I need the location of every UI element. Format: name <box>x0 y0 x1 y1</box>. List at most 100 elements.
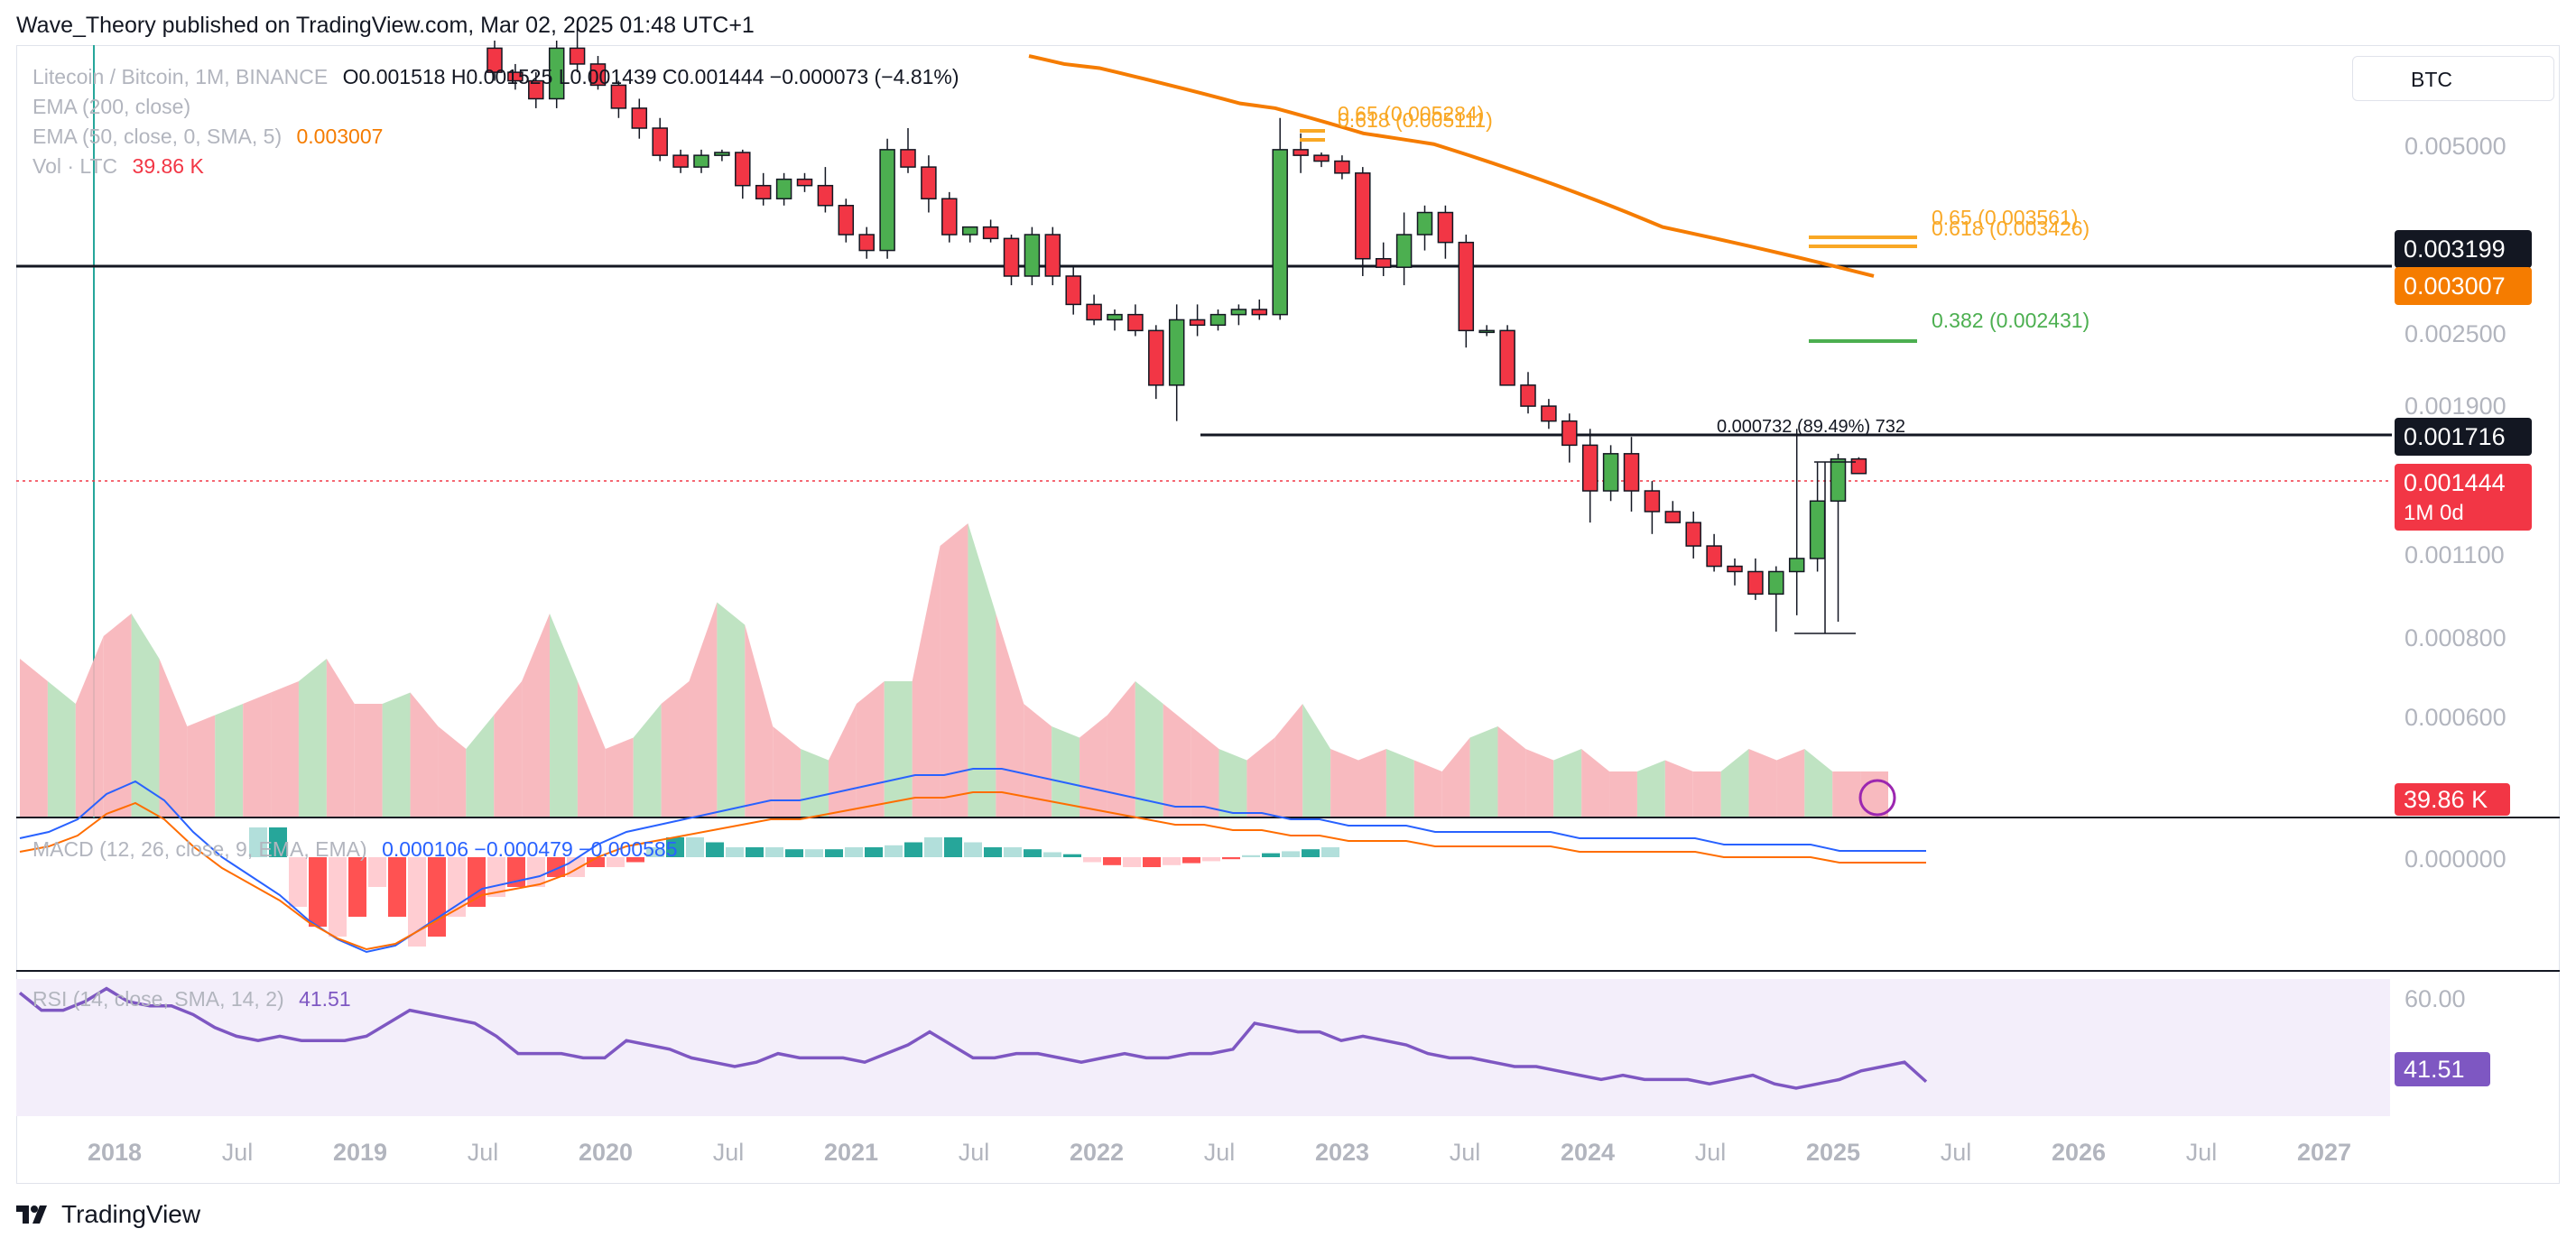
candle-body <box>1251 309 1268 316</box>
candle-body <box>1581 444 1598 492</box>
volume-area-segment <box>1330 749 1358 817</box>
volume-area-segment <box>1553 749 1582 817</box>
legend-ema200: EMA (200, close) <box>32 95 191 118</box>
price-tick: 0.000600 <box>2405 704 2507 731</box>
volume-area-segment <box>1385 749 1414 817</box>
candle-body <box>1313 154 1330 162</box>
macd-histogram-bar <box>904 842 922 857</box>
legend-ema50-value: 0.003007 <box>296 125 384 148</box>
fib-label-0382: 0.382 (0.002431) <box>1932 309 2090 332</box>
price-tick: 0.002500 <box>2405 320 2507 347</box>
volume-label: 39.86 K <box>2395 783 2510 816</box>
macd-histogram-bar <box>329 857 347 937</box>
macd-histogram-bar <box>1262 853 1280 857</box>
candle-body <box>1788 558 1805 573</box>
candle-body <box>528 79 544 100</box>
support-price-label: 0.001716 <box>2395 418 2532 456</box>
volume-area-segment <box>550 614 578 817</box>
candle-body <box>1003 237 1020 277</box>
time-axis-tick: Jul <box>712 1139 745 1166</box>
macd-histogram-bar <box>309 857 327 927</box>
macd-histogram-bar <box>785 849 803 857</box>
macd-histogram-bar <box>1083 857 1101 863</box>
legend-volume-row: Vol · LTC 39.86 K <box>32 154 204 179</box>
candle-body <box>1850 457 1867 475</box>
candle-body <box>982 226 999 240</box>
time-axis-tick: 2022 <box>1069 1139 1125 1166</box>
candle-body <box>1809 500 1826 559</box>
legend-ohlc: O0.001518 H0.001525 L0.001439 C0.001444 … <box>342 65 959 88</box>
legend-volume: Vol · LTC <box>32 154 118 178</box>
macd-histogram-bar <box>368 857 386 887</box>
macd-histogram-bar <box>984 847 1002 857</box>
volume-area-segment <box>801 749 829 817</box>
candle-body <box>714 152 730 156</box>
rsi-band <box>16 979 2390 1116</box>
candle-body <box>1334 160 1350 174</box>
candlestick-series <box>486 25 1867 632</box>
legend-macd-values: 0.000106 −0.000479 −0.000585 <box>382 837 678 861</box>
volume-area-segment <box>1832 771 1861 817</box>
volume-area-segment <box>1497 726 1526 817</box>
volume-area-segment <box>577 681 606 817</box>
macd-histogram-bar <box>607 857 625 867</box>
volume-area-segment <box>326 659 355 817</box>
candle-body <box>1230 309 1247 316</box>
macd-histogram-bar <box>468 857 486 907</box>
macd-histogram-bar <box>726 847 744 857</box>
candle-body <box>1623 453 1640 492</box>
ema50-price-label: 0.003007 <box>2395 267 2532 305</box>
macd-histogram-bar <box>388 857 406 917</box>
candle-body <box>755 184 772 199</box>
volume-area-segment <box>912 546 941 817</box>
macd-histogram-bar <box>666 837 684 857</box>
volume-area-segment <box>661 681 690 817</box>
candle-body <box>921 166 937 199</box>
volume-area-segment <box>996 614 1024 817</box>
volume-area-segment <box>298 659 327 817</box>
candle-body <box>652 127 668 156</box>
candle-body <box>1168 319 1185 386</box>
legend-symbol-row: Litecoin / Bitcoin, 1M, BINANCE O0.00151… <box>32 65 959 89</box>
macd-histogram-bar <box>587 857 605 867</box>
legend-volume-value: 39.86 K <box>132 154 204 178</box>
macd-histogram-bar <box>944 837 962 857</box>
candle-body <box>1355 172 1371 260</box>
price-tick: 0.001100 <box>2405 541 2505 568</box>
volume-area-segment <box>75 636 104 817</box>
macd-histogram-bar <box>964 842 982 857</box>
currency-selector[interactable]: BTC <box>2352 56 2554 101</box>
volume-area-segment <box>1776 749 1805 817</box>
volume-area-segment <box>1413 760 1442 817</box>
macd-histogram-bar <box>428 857 446 937</box>
candle-body <box>1644 490 1661 513</box>
volume-area-segment <box>1191 726 1219 817</box>
candle-body <box>817 184 834 207</box>
chart-frame[interactable] <box>16 45 2560 1184</box>
candle-body <box>1499 329 1515 386</box>
candle-body <box>693 154 709 168</box>
legend-ema50-row: EMA (50, close, 0, SMA, 5) 0.003007 <box>32 125 383 149</box>
volume-area-segment <box>1636 760 1665 817</box>
volume-area-segment <box>689 602 718 817</box>
time-axis-tick: 2025 <box>1805 1139 1861 1166</box>
tradingview-logo-icon <box>16 1205 47 1224</box>
macd-histogram-bar <box>1004 847 1022 857</box>
last-price-timeframe: 1M 0d <box>2404 501 2464 525</box>
fib-label-0618: 0.618 (0.003426) <box>1932 217 2090 240</box>
candle-body <box>900 149 916 168</box>
candle-body <box>569 47 586 65</box>
resistance-price-label: 0.003199 <box>2395 230 2532 268</box>
volume-area-segment <box>1024 704 1052 817</box>
price-tick: 0.001900 <box>2405 393 2507 420</box>
legend-rsi-value: 41.51 <box>299 987 351 1011</box>
measure-label: 0.000732 (89.49%) 732 <box>1717 417 1906 437</box>
candle-body <box>735 152 751 187</box>
legend-rsi: RSI (14, close, SMA, 14, 2) <box>32 987 284 1011</box>
macd-histogram-bar <box>686 837 704 857</box>
candle-body <box>1664 511 1682 523</box>
candle-body <box>1561 420 1578 447</box>
volume-area-segment <box>410 692 439 817</box>
macd-histogram-bar <box>249 827 267 857</box>
